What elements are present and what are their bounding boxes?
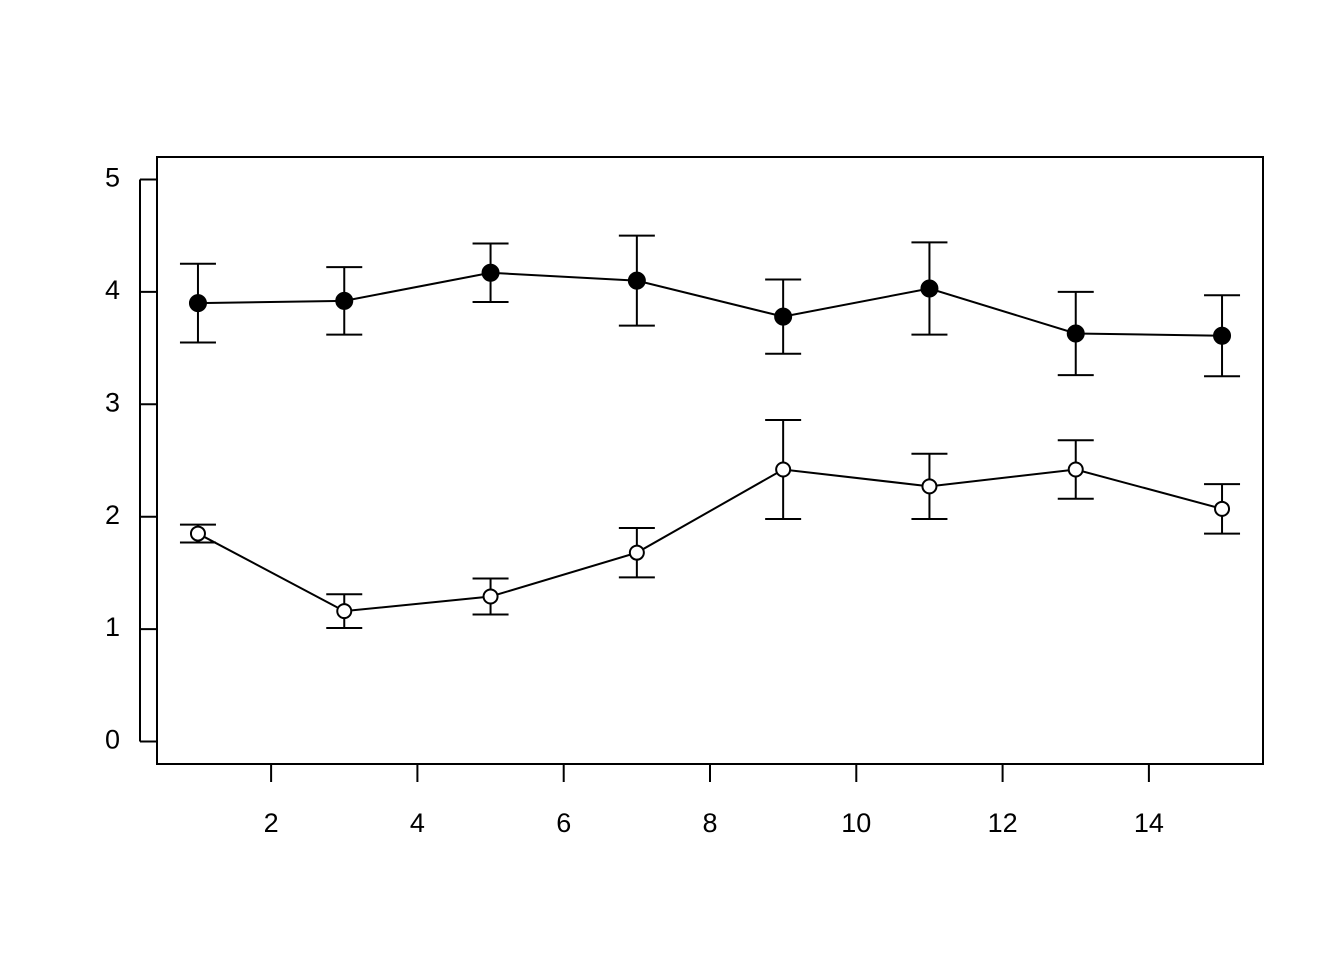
point — [481, 263, 500, 282]
y-tick-label: 2 — [105, 500, 120, 530]
y-tick-label: 3 — [105, 387, 120, 417]
point — [1214, 500, 1231, 517]
y-tick-label: 4 — [105, 275, 120, 305]
series-line — [197, 271, 1223, 337]
point — [775, 461, 792, 478]
point — [920, 279, 939, 298]
x-tick-label: 4 — [410, 808, 425, 838]
point — [188, 294, 207, 313]
point — [1067, 461, 1084, 478]
x-tick-label: 12 — [988, 808, 1018, 838]
x-tick-label: 6 — [556, 808, 571, 838]
x-tick-label: 14 — [1134, 808, 1164, 838]
x-tick-label: 2 — [264, 808, 279, 838]
x-tick-label: 8 — [702, 808, 717, 838]
point — [1066, 324, 1085, 343]
series-line — [197, 468, 1223, 613]
point — [335, 291, 354, 310]
point — [1213, 326, 1232, 345]
point — [482, 588, 499, 605]
point — [628, 544, 645, 561]
plot-frame — [156, 156, 1264, 765]
y-tick-label: 5 — [105, 163, 120, 193]
point — [774, 307, 793, 326]
y-tick-label: 0 — [105, 725, 120, 755]
y-tick-label: 1 — [105, 612, 120, 642]
point — [921, 478, 938, 495]
point — [336, 603, 353, 620]
x-tick-label: 10 — [841, 808, 871, 838]
point — [189, 525, 206, 542]
point — [627, 271, 646, 290]
